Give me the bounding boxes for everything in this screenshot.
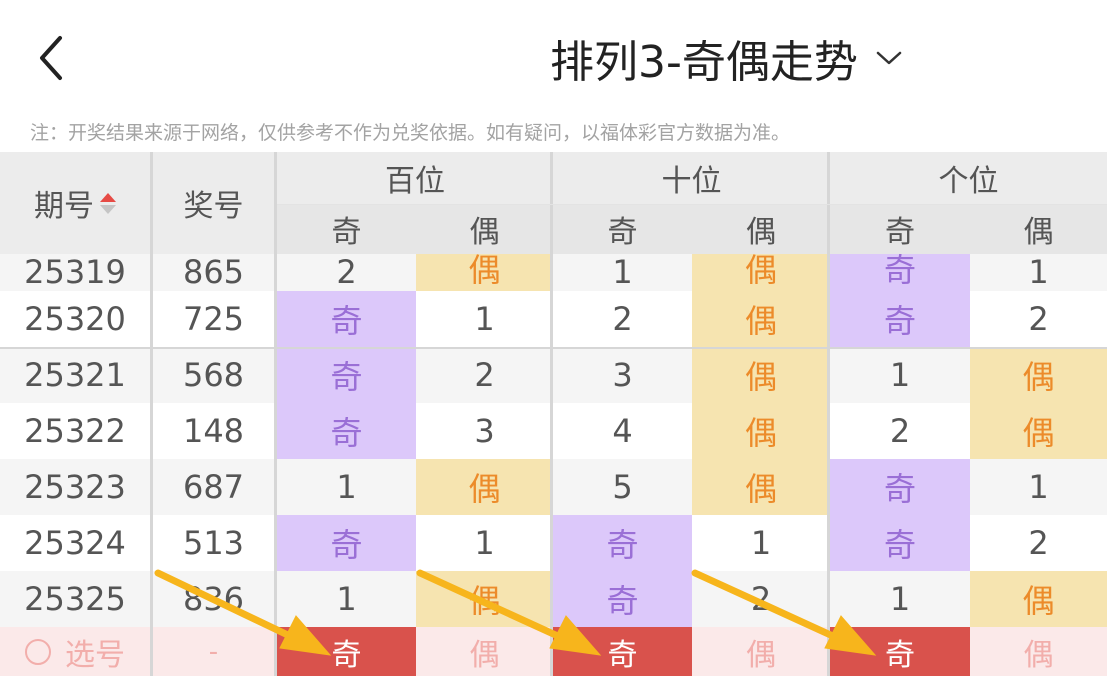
trend-cell: 1: [830, 571, 970, 627]
even-marker: 偶: [416, 571, 553, 627]
table-row-number: 865: [150, 253, 277, 291]
column-header-number: 奖号: [150, 152, 277, 254]
select-label[interactable]: 选号: [0, 627, 150, 676]
trend-cell: 2: [970, 515, 1107, 571]
trend-cell: 1: [277, 459, 416, 515]
even-marker: 偶: [970, 403, 1107, 459]
sort-desc-icon: [100, 204, 116, 214]
table-row-number: 725: [150, 291, 277, 347]
radio-empty-icon[interactable]: [25, 638, 51, 665]
even-marker: 偶: [692, 291, 830, 347]
odd-marker: 奇: [830, 251, 970, 291]
select-even-button[interactable]: 偶: [1023, 637, 1054, 673]
select-number-placeholder: -: [208, 636, 219, 667]
chevron-left-icon: [40, 36, 62, 80]
odd-marker: 奇: [553, 515, 692, 571]
table-row-period: 25325: [0, 571, 150, 627]
column-divider: [827, 152, 830, 676]
even-marker: 偶: [692, 459, 830, 515]
trend-cell: 3: [416, 403, 553, 459]
trend-cell: 2: [416, 347, 553, 403]
table-row-period: 25319: [0, 253, 150, 291]
even-marker: 偶: [970, 571, 1107, 627]
disclaimer-text: 注：开奖结果来源于网络，仅供参考不作为兑奖依据。如有疑问，以福体彩官方数据为准。: [30, 122, 791, 144]
column-subheader: 奇: [277, 204, 416, 254]
select-odd-button[interactable]: 奇: [830, 627, 970, 676]
odd-marker: 奇: [830, 515, 970, 571]
trend-cell: 2: [553, 291, 692, 347]
column-subheader: 偶: [692, 204, 830, 254]
odd-marker: 奇: [277, 347, 416, 403]
trend-cell: 2: [277, 253, 416, 291]
even-marker: 偶: [970, 347, 1107, 403]
row-divider: [277, 204, 1107, 205]
even-marker: 偶: [416, 251, 553, 291]
odd-marker: 奇: [277, 515, 416, 571]
table-row-number: 836: [150, 571, 277, 627]
table-row-period: 25320: [0, 291, 150, 347]
trend-cell: 1: [277, 571, 416, 627]
odd-marker: 奇: [277, 291, 416, 347]
column-subheader: 奇: [553, 204, 692, 254]
trend-cell: 1: [416, 515, 553, 571]
trend-table: 期号 奖号 百位奇偶十位奇偶个位奇偶 25319 865 2 偶 1 偶奇 1 25320 725 奇 1…: [0, 152, 1107, 676]
odd-marker: 奇: [830, 291, 970, 347]
chevron-down-icon: [876, 51, 902, 65]
trend-cell: 3: [553, 347, 692, 403]
even-marker: 偶: [692, 403, 830, 459]
table-row-number: 148: [150, 403, 277, 459]
even-marker: 偶: [692, 251, 830, 291]
trend-cell: 1: [553, 253, 692, 291]
odd-marker: 奇: [277, 403, 416, 459]
table-row-number: 568: [150, 347, 277, 403]
trend-cell: 1: [970, 459, 1107, 515]
trend-cell: 1: [692, 515, 830, 571]
trend-cell: 1: [830, 347, 970, 403]
sort-icon[interactable]: [100, 192, 116, 214]
table-row-period: 25324: [0, 515, 150, 571]
select-odd-button[interactable]: 奇: [277, 627, 416, 676]
select-odd-button[interactable]: 奇: [553, 627, 692, 676]
column-divider: [274, 152, 277, 676]
table-row-number: 513: [150, 515, 277, 571]
trend-cell: 2: [970, 291, 1107, 347]
trend-cell: 1: [970, 253, 1107, 291]
odd-marker: 奇: [553, 571, 692, 627]
table-row-period: 25321: [0, 347, 150, 403]
select-even-button[interactable]: 偶: [746, 637, 776, 673]
title-dropdown[interactable]: 排列3-奇偶走势: [550, 24, 904, 92]
select-even-button[interactable]: 偶: [469, 637, 500, 673]
trend-cell: 1: [416, 291, 553, 347]
column-group-header: 个位: [830, 152, 1107, 204]
trend-cell: 4: [553, 403, 692, 459]
page-title: 排列3-奇偶走势: [550, 37, 858, 88]
trend-cell: 2: [830, 403, 970, 459]
header-bar: 排列3-奇偶走势: [0, 0, 1107, 115]
sort-asc-icon: [100, 192, 116, 202]
column-subheader: 偶: [970, 204, 1107, 254]
column-subheader: 奇: [830, 204, 970, 254]
even-marker: 偶: [416, 459, 553, 515]
column-header-period[interactable]: 期号: [0, 152, 150, 254]
column-subheader: 偶: [416, 204, 553, 254]
column-group-header: 百位: [277, 152, 553, 204]
table-row-number: 687: [150, 459, 277, 515]
trend-cell: 5: [553, 459, 692, 515]
column-divider: [150, 152, 153, 676]
back-button[interactable]: [30, 32, 74, 84]
column-group-header: 十位: [553, 152, 830, 204]
table-row-period: 25322: [0, 403, 150, 459]
row-divider: [0, 347, 1107, 349]
odd-marker: 奇: [830, 459, 970, 515]
column-divider: [550, 152, 553, 676]
table-row-period: 25323: [0, 459, 150, 515]
select-label-text: 选号: [65, 637, 125, 673]
even-marker: 偶: [692, 347, 830, 403]
period-label: 期号: [34, 189, 94, 224]
trend-cell: 2: [692, 571, 830, 627]
